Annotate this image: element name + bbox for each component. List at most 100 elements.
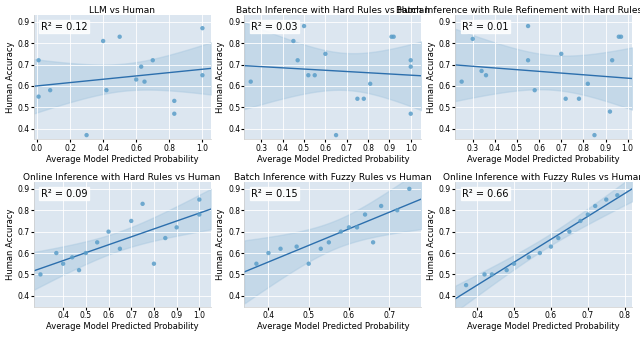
Point: [524, 255, 534, 260]
Point: [387, 34, 397, 39]
Point: [172, 225, 182, 230]
Point: [564, 229, 575, 234]
Point: [58, 261, 68, 267]
Point: [92, 240, 102, 245]
Point: [291, 244, 301, 249]
Title: Batch Inference with Hard Rules vs Human: Batch Inference with Hard Rules vs Human: [236, 5, 430, 14]
Point: [194, 212, 204, 217]
Text: R² = 0.66: R² = 0.66: [462, 189, 509, 198]
Point: [406, 58, 416, 63]
Point: [197, 26, 207, 31]
Point: [67, 255, 77, 260]
X-axis label: Average Model Predicted Probability: Average Model Predicted Probability: [46, 323, 198, 332]
Text: R² = 0.09: R² = 0.09: [41, 189, 87, 198]
Point: [115, 246, 125, 251]
Text: R² = 0.01: R² = 0.01: [462, 22, 509, 32]
X-axis label: Average Model Predicted Probability: Average Model Predicted Probability: [257, 323, 409, 332]
Point: [138, 201, 148, 207]
Point: [194, 197, 204, 202]
Point: [160, 235, 170, 241]
Point: [404, 186, 415, 191]
Point: [344, 225, 354, 230]
Point: [149, 261, 159, 267]
Point: [292, 58, 303, 63]
Point: [252, 261, 262, 267]
Point: [406, 111, 416, 116]
Point: [288, 38, 298, 44]
Point: [481, 72, 491, 78]
Point: [605, 109, 615, 114]
Title: Batch Inference with Fuzzy Rules vs Human: Batch Inference with Fuzzy Rules vs Huma…: [234, 173, 431, 182]
Point: [487, 272, 497, 277]
Point: [81, 132, 92, 138]
Point: [553, 235, 563, 241]
Point: [51, 250, 61, 256]
Point: [468, 36, 478, 41]
Point: [456, 79, 467, 84]
Title: LLM vs Human: LLM vs Human: [89, 5, 155, 14]
Point: [368, 240, 378, 245]
Point: [529, 88, 540, 93]
Point: [392, 208, 403, 213]
Point: [479, 272, 490, 277]
Text: R² = 0.12: R² = 0.12: [41, 22, 87, 32]
Point: [275, 246, 285, 251]
Title: Batch Inference with Rule Refinement with Hard Rules vs Human: Batch Inference with Rule Refinement wit…: [396, 5, 640, 14]
Point: [169, 111, 179, 116]
Point: [607, 58, 618, 63]
Point: [197, 72, 207, 78]
Point: [33, 94, 44, 99]
X-axis label: Average Model Predicted Probability: Average Model Predicted Probability: [467, 323, 620, 332]
Point: [523, 58, 533, 63]
Point: [502, 268, 512, 273]
Point: [352, 96, 362, 101]
Point: [406, 64, 416, 69]
Point: [74, 268, 84, 273]
Point: [81, 250, 91, 256]
Point: [589, 132, 600, 138]
Text: R² = 0.15: R² = 0.15: [252, 189, 298, 198]
Point: [612, 192, 623, 198]
Point: [376, 203, 387, 209]
Point: [101, 88, 111, 93]
Title: Online Inference with Hard Rules vs Human: Online Inference with Hard Rules vs Huma…: [24, 173, 221, 182]
Point: [148, 58, 158, 63]
Y-axis label: Human Accuracy: Human Accuracy: [427, 209, 436, 280]
Text: R² = 0.03: R² = 0.03: [252, 22, 298, 32]
Point: [263, 250, 273, 256]
Point: [582, 81, 593, 87]
Point: [561, 96, 571, 101]
Point: [131, 77, 141, 82]
Point: [616, 34, 626, 39]
Y-axis label: Human Accuracy: Human Accuracy: [427, 41, 436, 113]
Point: [33, 58, 44, 63]
Point: [303, 261, 314, 267]
Point: [136, 64, 147, 69]
Point: [310, 72, 320, 78]
Y-axis label: Human Accuracy: Human Accuracy: [216, 41, 225, 113]
Title: Online Inference with Fuzzy Rules vs Human: Online Inference with Fuzzy Rules vs Hum…: [443, 173, 640, 182]
Point: [246, 79, 256, 84]
Point: [303, 72, 314, 78]
Y-axis label: Human Accuracy: Human Accuracy: [6, 41, 15, 113]
Point: [582, 212, 593, 217]
Point: [320, 51, 330, 57]
X-axis label: Average Model Predicted Probability: Average Model Predicted Probability: [46, 155, 198, 164]
X-axis label: Average Model Predicted Probability: Average Model Predicted Probability: [467, 155, 620, 164]
Point: [299, 23, 309, 29]
Point: [535, 250, 545, 256]
Point: [509, 261, 519, 267]
Point: [169, 98, 179, 103]
X-axis label: Average Model Predicted Probability: Average Model Predicted Probability: [257, 155, 409, 164]
Point: [126, 218, 136, 224]
Point: [352, 225, 362, 230]
Point: [388, 34, 399, 39]
Point: [601, 197, 611, 202]
Point: [45, 88, 55, 93]
Point: [360, 212, 370, 217]
Point: [523, 23, 533, 29]
Point: [556, 51, 566, 57]
Point: [35, 272, 45, 277]
Point: [98, 38, 108, 44]
Point: [140, 79, 150, 84]
